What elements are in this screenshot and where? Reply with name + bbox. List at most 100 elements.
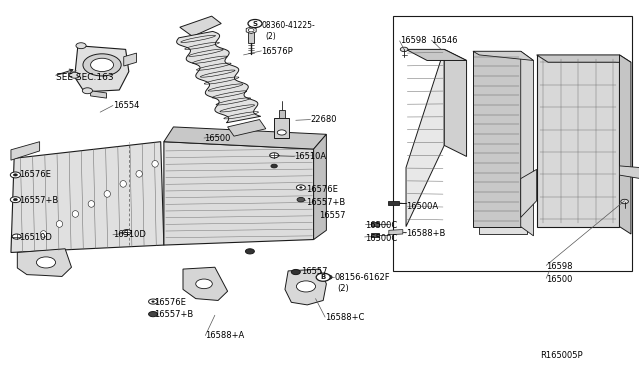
Bar [394,16,632,271]
Text: (2): (2) [266,32,276,41]
Circle shape [269,153,278,158]
Text: S: S [253,20,257,26]
Polygon shape [164,142,314,245]
Ellipse shape [120,180,126,187]
Polygon shape [285,269,326,305]
Bar [278,110,285,118]
Text: 22680: 22680 [310,115,337,124]
Ellipse shape [56,221,63,227]
Text: 16557: 16557 [319,211,345,220]
Text: 16500C: 16500C [365,234,397,243]
Ellipse shape [40,231,47,237]
Text: 16588+B: 16588+B [406,230,445,238]
Circle shape [13,199,17,201]
Polygon shape [164,127,326,149]
Text: SEE SEC.163: SEE SEC.163 [56,73,113,81]
Text: 16576E: 16576E [306,185,338,194]
Bar [479,59,527,234]
Text: 08156-6162F: 08156-6162F [334,273,390,282]
Text: 16510D: 16510D [113,230,146,239]
Text: B: B [321,274,326,280]
Circle shape [291,269,300,275]
Circle shape [248,19,262,28]
Polygon shape [124,53,136,66]
Bar [274,118,289,138]
Polygon shape [473,51,534,61]
Circle shape [91,58,113,71]
Polygon shape [75,46,129,92]
Circle shape [36,257,56,268]
Polygon shape [620,166,640,179]
Text: 16557+B: 16557+B [19,196,58,205]
Polygon shape [11,142,40,160]
Bar [371,233,379,237]
Polygon shape [521,169,537,217]
Text: 16500: 16500 [204,134,230,142]
Bar [388,201,399,205]
Polygon shape [389,230,403,235]
Text: 16576E: 16576E [19,170,51,179]
Text: (2): (2) [337,284,349,293]
Polygon shape [537,55,631,62]
Circle shape [10,197,20,203]
Text: 16510D: 16510D [19,233,52,242]
Ellipse shape [72,211,79,217]
Polygon shape [91,91,106,98]
Circle shape [400,47,408,52]
Text: 16510A: 16510A [294,152,326,161]
Circle shape [296,281,316,292]
Circle shape [152,301,154,302]
Polygon shape [177,31,260,123]
Ellipse shape [152,161,158,167]
Text: 16500C: 16500C [365,221,397,230]
Bar [248,30,254,43]
Circle shape [246,249,254,254]
Circle shape [10,172,20,178]
Text: 16576E: 16576E [154,298,186,307]
Circle shape [324,275,332,279]
Text: 16557+B: 16557+B [154,310,193,319]
Polygon shape [620,55,631,234]
Circle shape [297,198,305,202]
Circle shape [300,187,302,188]
Text: 16588+A: 16588+A [205,331,244,340]
Polygon shape [183,267,228,301]
Circle shape [316,273,330,281]
Text: 16500: 16500 [546,275,573,283]
Circle shape [277,130,286,135]
Text: 16500A: 16500A [406,202,438,211]
Text: 16576P: 16576P [261,47,293,56]
Polygon shape [11,142,164,253]
Text: 16557: 16557 [301,267,328,276]
Circle shape [13,174,17,176]
Circle shape [83,88,93,94]
Text: 16598: 16598 [399,36,426,45]
Text: 08360-41225-: 08360-41225- [261,21,315,30]
Text: 16557+B: 16557+B [306,198,345,207]
Ellipse shape [104,190,111,197]
Polygon shape [406,49,467,61]
Polygon shape [180,16,221,36]
Bar [473,51,521,227]
Ellipse shape [88,201,95,207]
Polygon shape [314,134,326,240]
Text: 16598: 16598 [546,262,573,271]
Polygon shape [444,49,467,157]
Circle shape [621,199,628,204]
Circle shape [196,279,212,289]
Circle shape [148,299,157,304]
Polygon shape [406,49,444,227]
Polygon shape [228,119,266,136]
Circle shape [122,230,131,235]
Circle shape [271,164,277,168]
Circle shape [83,54,121,76]
Circle shape [70,72,80,78]
Polygon shape [246,27,256,33]
Circle shape [76,43,86,49]
Text: 16554: 16554 [113,101,140,110]
Polygon shape [17,249,72,276]
Circle shape [148,311,157,317]
Bar [537,55,620,227]
Ellipse shape [136,170,142,177]
Bar [371,222,379,225]
